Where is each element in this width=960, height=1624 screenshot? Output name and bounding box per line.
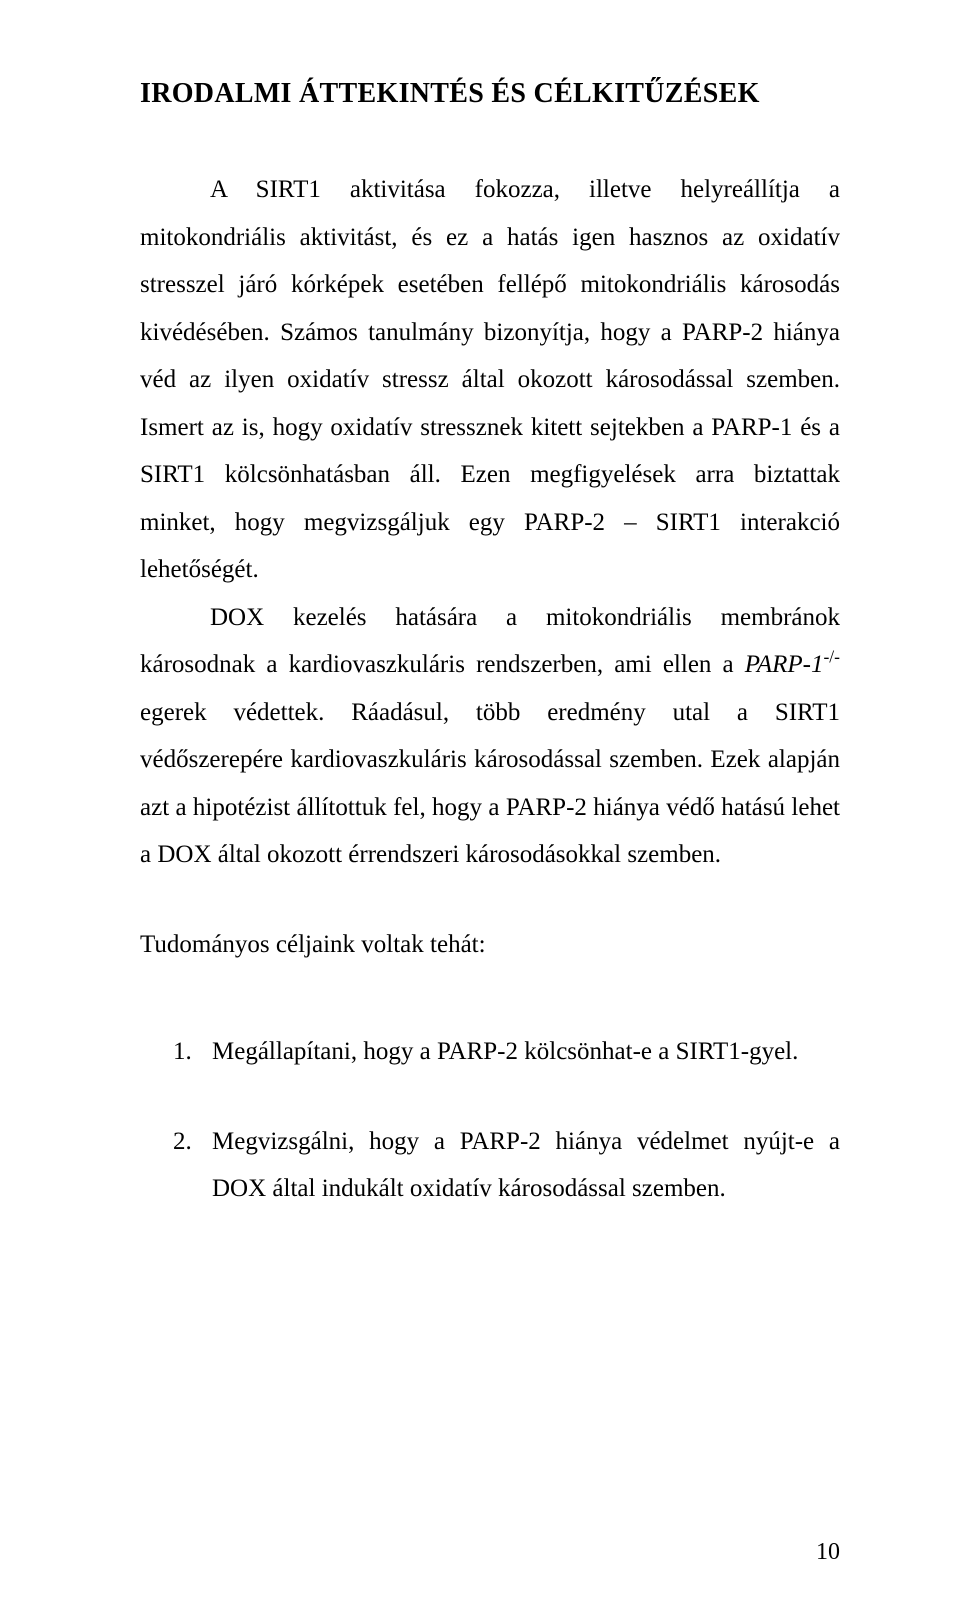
paragraph-2-part-a: DOX kezelés hatására a mitokondriális me… — [140, 604, 840, 679]
paragraph-2: DOX kezelés hatására a mitokondriális me… — [140, 594, 840, 879]
parp1-italic: PARP-1 — [745, 651, 824, 678]
paragraph-1: A SIRT1 aktivitása fokozza, illetve hely… — [140, 166, 840, 594]
page-title: IRODALMI ÁTTEKINTÉS ÉS CÉLKITŰZÉSEK — [140, 78, 840, 110]
parp1-superscript: -/- — [823, 647, 840, 667]
paragraph-2-part-b: egerek védettek. Ráadásul, több eredmény… — [140, 699, 840, 869]
page-number: 10 — [816, 1539, 840, 1566]
goal-item-2: Megvizsgálni, hogy a PARP-2 hiánya védel… — [198, 1118, 840, 1213]
subheading: Tudományos céljaink voltak tehát: — [140, 921, 840, 969]
goals-list: Megállapítani, hogy a PARP-2 kölcsönhat-… — [140, 1028, 840, 1213]
goal-item-1: Megállapítani, hogy a PARP-2 kölcsönhat-… — [198, 1028, 840, 1076]
